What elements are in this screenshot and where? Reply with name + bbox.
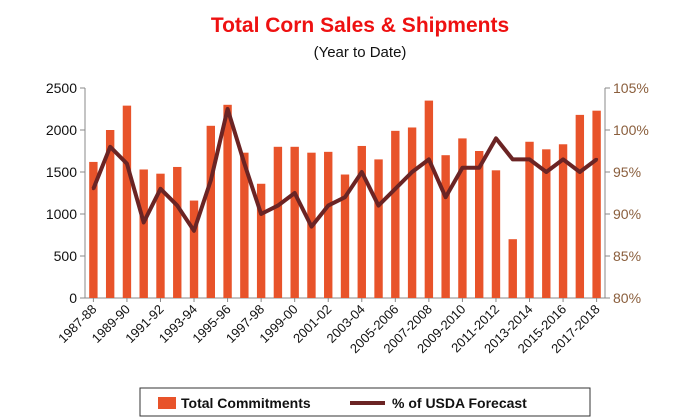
bar-1992-93: [173, 166, 182, 298]
right-tick-label: 105%: [613, 80, 649, 96]
legend-swatch-commitments: [158, 397, 176, 409]
right-axis-ticks: 80% 85% 90% 95% 100% 105%: [605, 80, 649, 306]
line-point-2002-03: [343, 195, 347, 199]
bar-2013-2014: [525, 141, 534, 298]
right-tick-label: 80%: [613, 290, 641, 306]
bar-2004-05: [374, 159, 383, 298]
bar-series: [89, 100, 601, 299]
right-tick-label: 100%: [613, 122, 649, 138]
bar-2003-04: [357, 145, 366, 298]
bar-1999-00: [290, 146, 299, 298]
bar-2006-2007: [407, 127, 417, 298]
line-point-2014-2015: [544, 170, 548, 174]
line-point-1991-92: [158, 187, 162, 191]
line-point-1998-99: [276, 204, 280, 208]
left-tick-label: 2500: [46, 80, 77, 96]
bar-1990-91: [139, 169, 148, 298]
line-point-2010-2011: [477, 166, 481, 170]
line-point-1997-98: [259, 212, 263, 216]
line-point-2001-02: [326, 204, 330, 208]
right-tick-label: 95%: [613, 164, 641, 180]
left-tick-label: 2000: [46, 122, 77, 138]
bar-2002-03: [340, 174, 350, 298]
line-point-1987-88: [91, 187, 95, 191]
line-point-2011-2012: [494, 136, 498, 140]
line-point-2005-2006: [393, 187, 397, 191]
legend-label-usda: % of USDA Forecast: [392, 395, 527, 411]
bar-1993-94: [189, 200, 199, 298]
bar-2014-2015: [542, 149, 551, 298]
left-axis-ticks: 0 500 1000 1500 2000 2500: [46, 80, 85, 306]
line-point-1994-95: [209, 178, 213, 182]
legend-label-commitments: Total Commitments: [181, 395, 311, 411]
line-point-1993-94: [192, 229, 196, 233]
bar-2008-2009: [441, 155, 450, 298]
bar-2015-2016: [558, 144, 568, 298]
line-point-1990-91: [142, 220, 146, 224]
line-point-2006-2007: [410, 170, 414, 174]
bar-2010-2011: [475, 151, 484, 298]
x-axis-ticks: 1987-881989-901991-921993-941995-961997-…: [55, 298, 603, 356]
right-tick-label: 90%: [613, 206, 641, 222]
line-point-2008-2009: [444, 195, 448, 199]
bar-2017-2018: [592, 110, 601, 299]
bar-2001-02: [324, 151, 333, 298]
left-tick-label: 500: [54, 248, 78, 264]
line-point-2000-01: [309, 225, 313, 229]
line-point-2007-2008: [427, 157, 431, 161]
bar-1988-89: [105, 130, 115, 298]
legend: Total Commitments % of USDA Forecast: [139, 387, 591, 417]
bar-1994-95: [206, 125, 215, 298]
bar-2016-2017: [575, 114, 585, 298]
left-tick-label: 1500: [46, 164, 77, 180]
bar-2012-2013: [508, 239, 517, 298]
line-point-2015-2016: [561, 157, 565, 161]
line-point-2009-2010: [460, 166, 464, 170]
bar-1997-98: [256, 183, 266, 298]
line-point-2004-05: [377, 204, 381, 208]
chart-title: Total Corn Sales & Shipments: [211, 14, 509, 37]
left-tick-label: 1000: [46, 206, 77, 222]
bar-2011-2012: [491, 170, 501, 298]
line-point-1996-97: [242, 162, 246, 166]
line-point-2012-2013: [511, 157, 515, 161]
bar-1995-96: [223, 104, 232, 298]
line-point-1992-93: [175, 204, 179, 208]
line-point-2017-2018: [595, 157, 599, 161]
left-tick-label: 0: [69, 290, 77, 306]
line-point-1989-90: [125, 162, 129, 166]
line-point-2003-04: [360, 170, 364, 174]
bar-2005-2006: [391, 130, 400, 298]
line-point-2016-2017: [578, 170, 582, 174]
bar-1989-90: [122, 105, 132, 298]
bar-1996-97: [240, 152, 249, 298]
bar-1987-88: [89, 161, 98, 298]
bar-2007-2008: [424, 100, 434, 298]
chart-subtitle: (Year to Date): [314, 44, 407, 61]
bar-1998-99: [273, 146, 283, 298]
line-point-1999-00: [293, 191, 297, 195]
line-point-1995-96: [226, 107, 230, 111]
right-tick-label: 85%: [613, 248, 641, 264]
bar-2009-2010: [458, 138, 467, 298]
line-series: [91, 107, 599, 233]
line-point-1988-89: [108, 145, 112, 149]
bar-1991-92: [156, 173, 165, 298]
line-point-2013-2014: [528, 157, 532, 161]
